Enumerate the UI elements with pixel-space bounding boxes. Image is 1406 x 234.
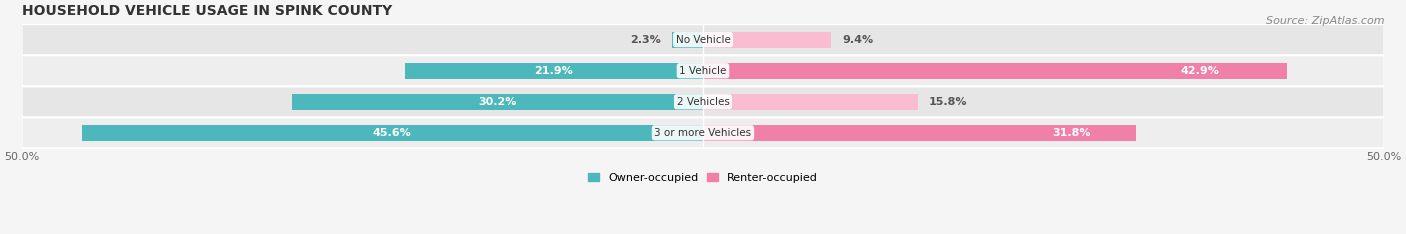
Bar [291, 94, 703, 110]
Bar [82, 125, 703, 141]
FancyBboxPatch shape [21, 117, 1385, 148]
Bar [703, 125, 1136, 141]
Text: 42.9%: 42.9% [1181, 66, 1219, 76]
Text: 2.3%: 2.3% [630, 35, 661, 45]
Text: HOUSEHOLD VEHICLE USAGE IN SPINK COUNTY: HOUSEHOLD VEHICLE USAGE IN SPINK COUNTY [21, 4, 392, 18]
FancyBboxPatch shape [21, 24, 1385, 55]
Text: 3 or more Vehicles: 3 or more Vehicles [654, 128, 752, 138]
Text: Source: ZipAtlas.com: Source: ZipAtlas.com [1267, 16, 1385, 26]
Text: No Vehicle: No Vehicle [675, 35, 731, 45]
Text: 21.9%: 21.9% [534, 66, 574, 76]
Text: 30.2%: 30.2% [478, 97, 516, 107]
Bar [703, 94, 918, 110]
Bar [405, 63, 703, 79]
Bar [703, 63, 1288, 79]
Legend: Owner-occupied, Renter-occupied: Owner-occupied, Renter-occupied [583, 168, 823, 187]
Text: 2 Vehicles: 2 Vehicles [676, 97, 730, 107]
FancyBboxPatch shape [21, 55, 1385, 86]
FancyBboxPatch shape [21, 86, 1385, 117]
Text: 15.8%: 15.8% [929, 97, 967, 107]
Text: 1 Vehicle: 1 Vehicle [679, 66, 727, 76]
Bar [703, 32, 831, 48]
Text: 45.6%: 45.6% [373, 128, 412, 138]
Text: 9.4%: 9.4% [842, 35, 873, 45]
Text: 31.8%: 31.8% [1052, 128, 1091, 138]
Bar [672, 32, 703, 48]
